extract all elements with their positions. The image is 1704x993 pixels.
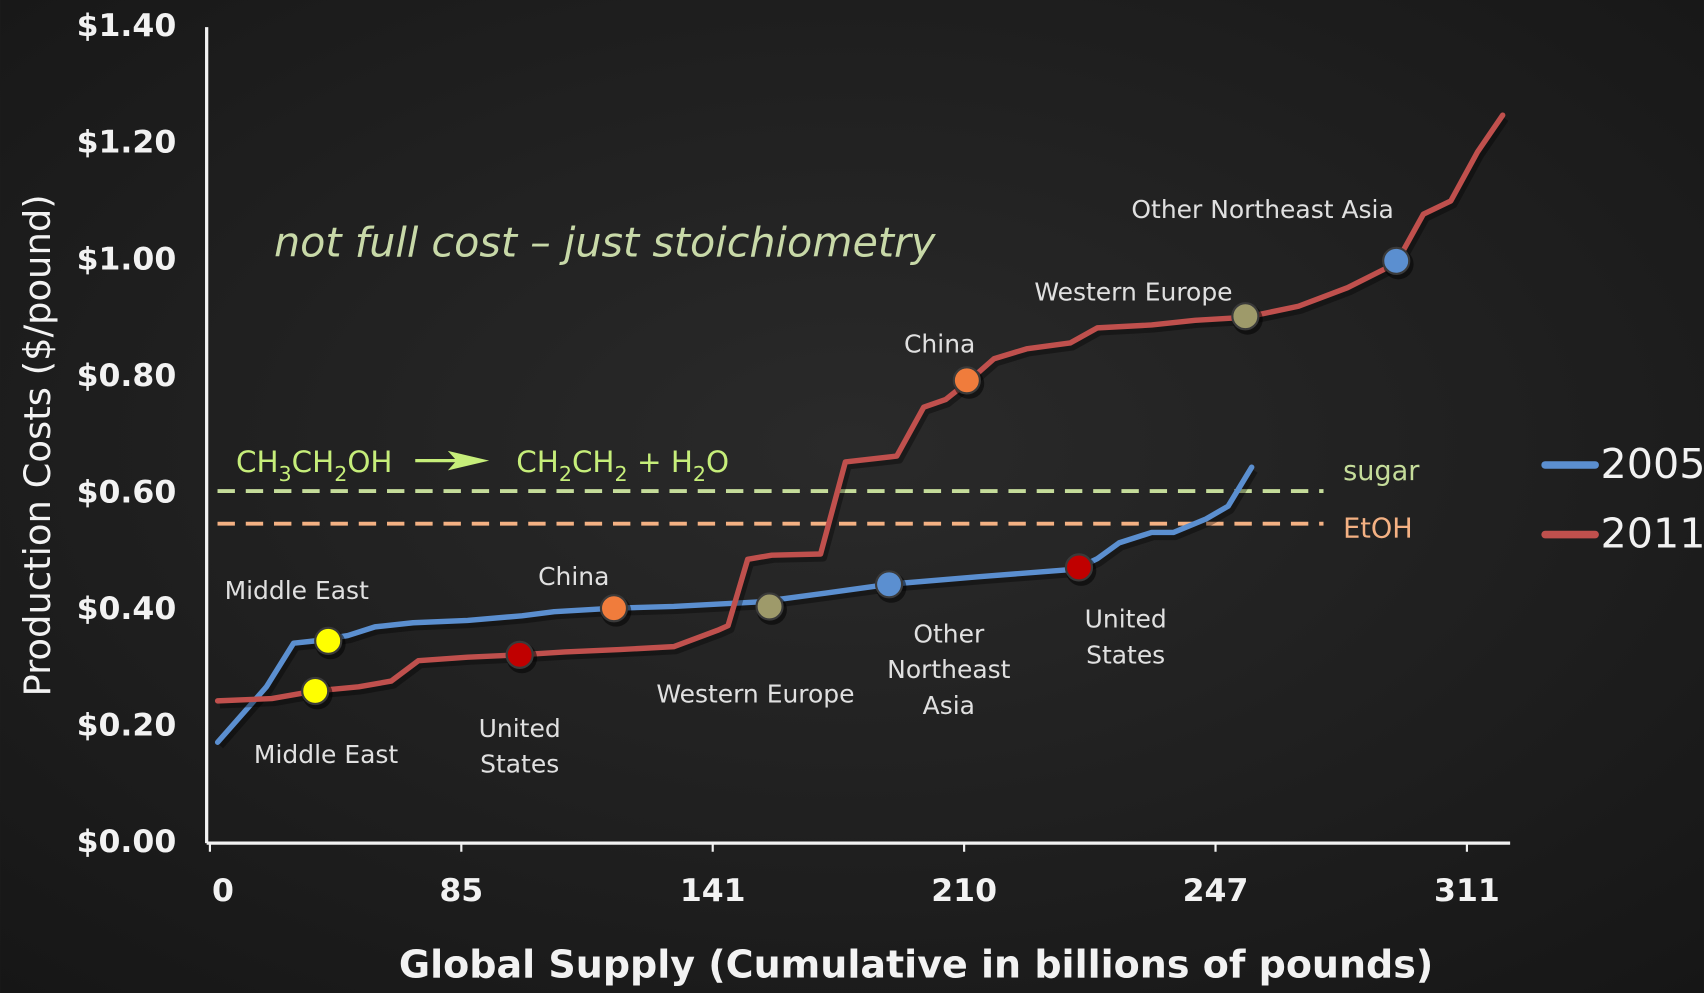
point-label: Other	[913, 619, 985, 648]
y-tick-label: $0.80	[77, 358, 177, 394]
y-tick-label: $0.40	[77, 591, 177, 627]
point-label: Middle East	[254, 740, 398, 769]
point-label: Western Europe	[1034, 277, 1232, 306]
point	[1231, 302, 1260, 331]
reference-label: EtOH	[1343, 514, 1413, 545]
point	[505, 640, 534, 669]
point-label: States	[480, 750, 559, 779]
point-label: Middle East	[225, 576, 369, 605]
point-label: United	[1085, 605, 1167, 634]
reactant: CH3CH2OH	[236, 444, 392, 486]
annotation: not full cost – just stoichiometry	[274, 219, 936, 267]
point-label: United	[479, 714, 561, 743]
point-label: China	[904, 330, 975, 359]
reference-label: sugar	[1343, 456, 1420, 487]
x-tick-label: 247	[1183, 873, 1249, 909]
x-tick-label: 141	[680, 873, 746, 909]
point-label: Other Northeast Asia	[1131, 195, 1393, 224]
y-tick-label: $0.00	[77, 824, 177, 860]
y-axis-title: Production Costs ($/pound)	[16, 194, 59, 696]
point-label: Northeast	[887, 655, 1011, 684]
point-label: Asia	[923, 691, 975, 720]
point-label: Western Europe	[656, 680, 854, 709]
legend-label: 2005	[1601, 440, 1704, 488]
reaction-arrow-head	[447, 450, 490, 471]
series-line	[214, 112, 1506, 704]
point	[952, 366, 981, 395]
x-axis-title: Global Supply (Cumulative in billions of…	[399, 942, 1433, 986]
x-tick-label: 0	[212, 873, 234, 909]
point	[599, 594, 629, 623]
series-line-shadow	[219, 115, 1509, 709]
point	[1382, 246, 1411, 275]
point	[1064, 553, 1094, 582]
y-tick-label: $0.60	[77, 474, 177, 510]
y-tick-label: $1.40	[77, 8, 177, 44]
point	[314, 626, 343, 655]
x-tick-label: 210	[931, 873, 997, 909]
point	[755, 592, 784, 621]
legend-label: 2011	[1601, 510, 1704, 558]
point-label: States	[1086, 640, 1165, 669]
y-tick-label: $1.20	[77, 125, 177, 161]
product: CH2CH2 + H2O	[516, 444, 729, 486]
point	[874, 570, 904, 599]
y-tick-label: $0.20	[77, 708, 177, 744]
x-tick-label: 85	[439, 873, 483, 909]
y-tick-label: $1.00	[77, 241, 177, 277]
point	[301, 676, 330, 706]
x-tick-label: 311	[1434, 873, 1500, 909]
point-label: China	[538, 562, 609, 591]
